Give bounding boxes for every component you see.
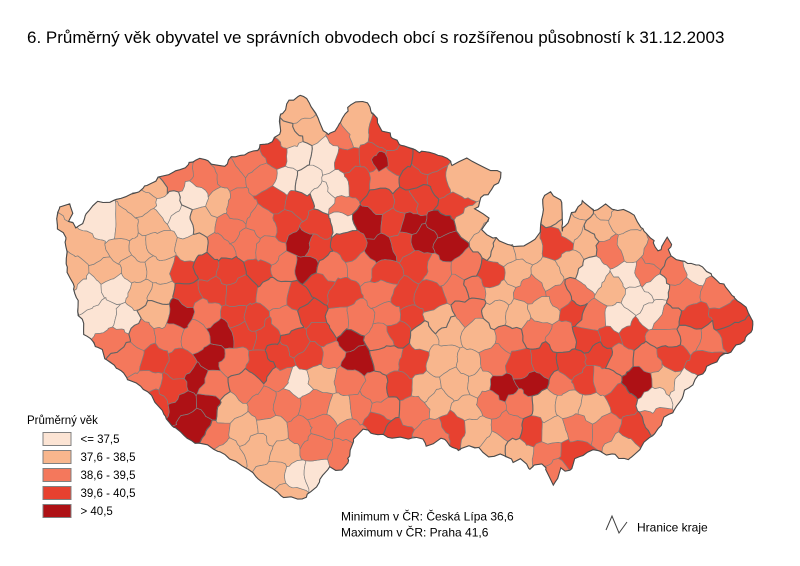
svg-text:Maximum v ČR: Praha 41,6: Maximum v ČR: Praha 41,6 [341, 525, 489, 540]
svg-text:Minimum v ČR: Česká Lípa 36,6: Minimum v ČR: Česká Lípa 36,6 [341, 509, 514, 524]
svg-text:39,6 - 40,5: 39,6 - 40,5 [81, 488, 136, 500]
svg-text:> 40,5: > 40,5 [81, 506, 113, 518]
svg-text:Průměrný věk: Průměrný věk [27, 415, 98, 427]
svg-text:6. Průměrný věk obyvatel ve sp: 6. Průměrný věk obyvatel ve správních ob… [27, 28, 724, 47]
svg-text:38,6 - 39,5: 38,6 - 39,5 [81, 470, 136, 482]
svg-text:37,6 - 38,5: 37,6 - 38,5 [81, 452, 136, 464]
svg-text:Hranice kraje: Hranice kraje [637, 521, 708, 535]
svg-text:<= 37,5: <= 37,5 [81, 434, 120, 446]
